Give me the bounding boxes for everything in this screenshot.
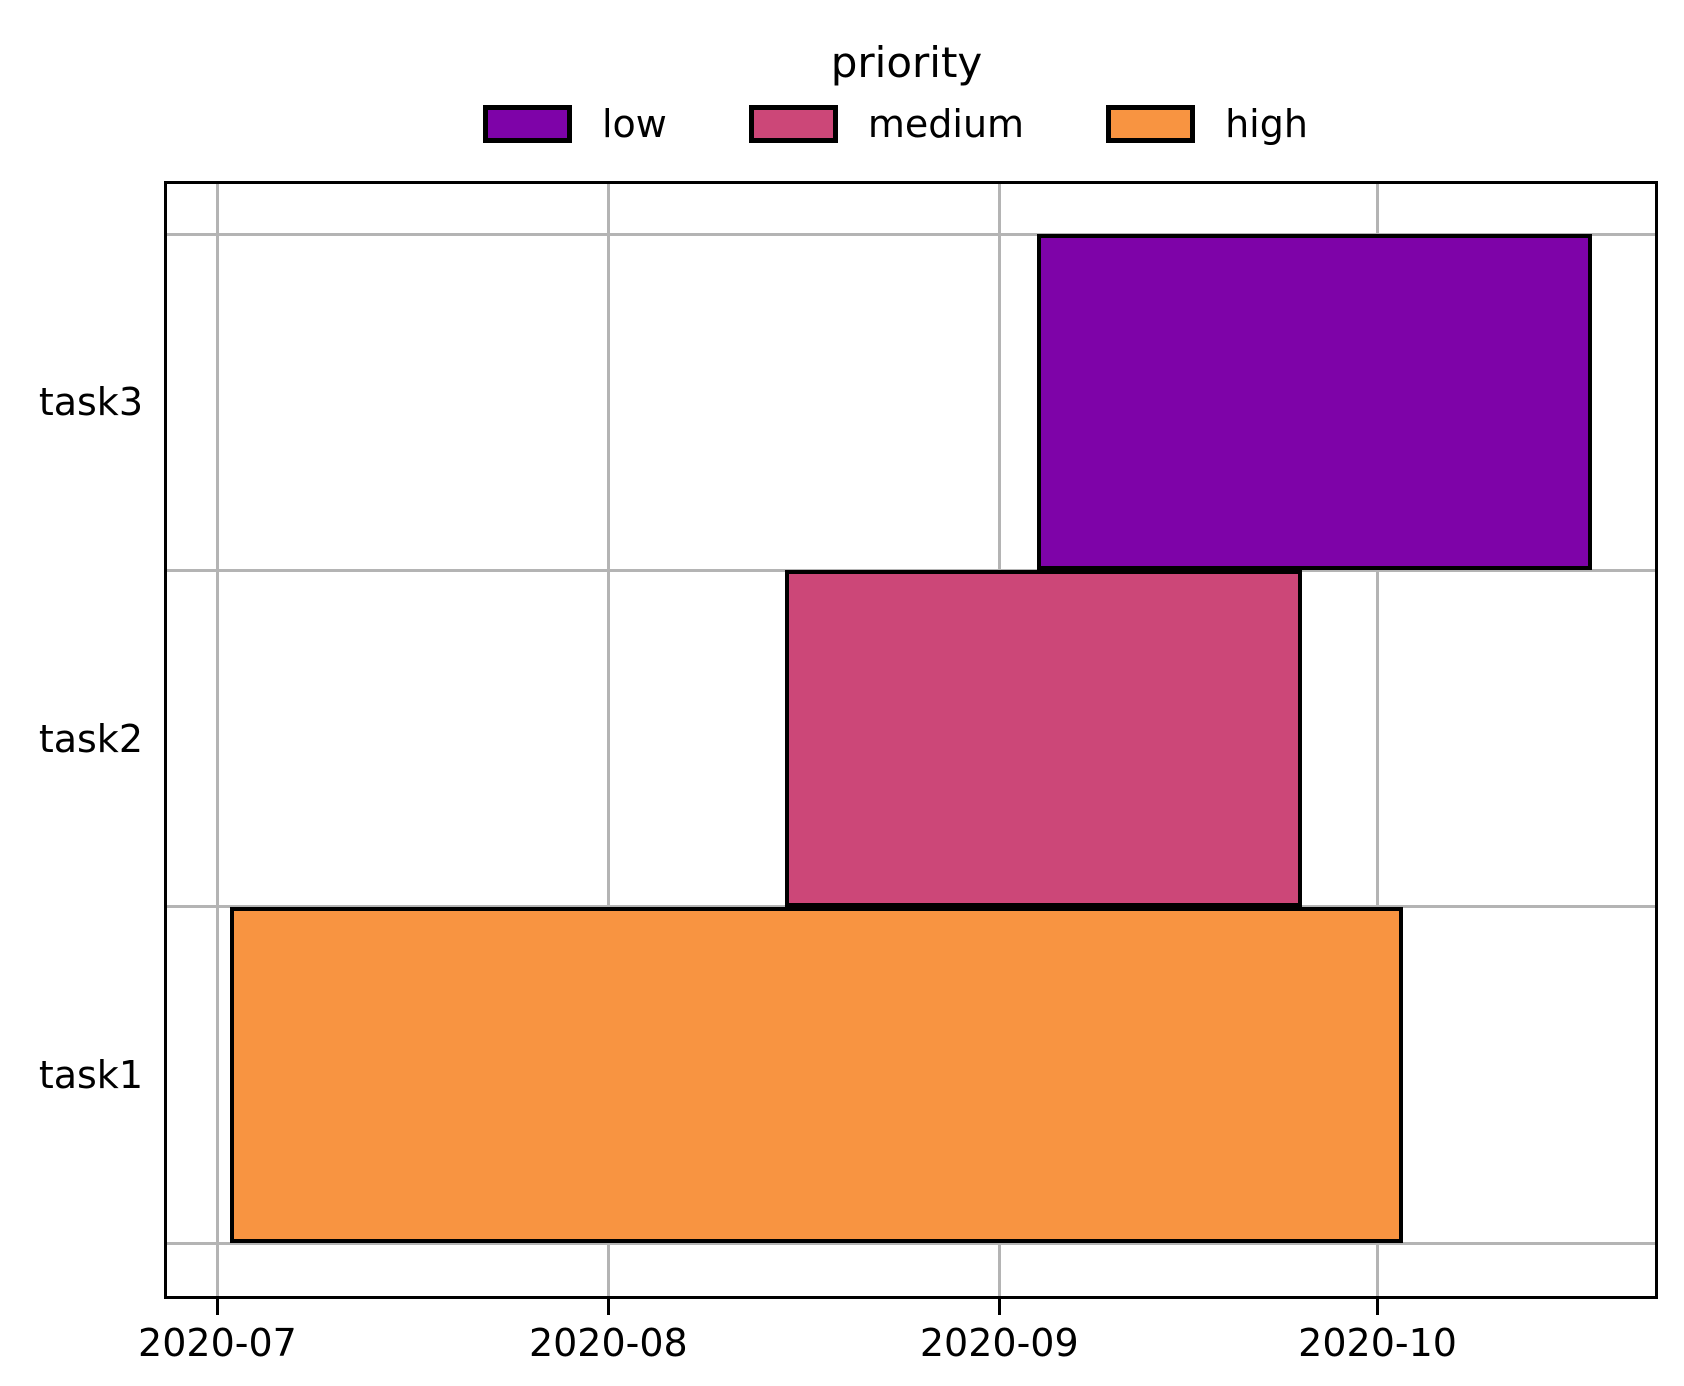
grid-v-line — [606, 184, 610, 1296]
y-axis-label-task3: task3 — [38, 380, 143, 425]
x-tick-label: 2020-09 — [919, 1321, 1079, 1365]
legend-entry: low — [483, 101, 667, 147]
y-axis-label-task1: task1 — [38, 1052, 143, 1097]
x-tick-mark — [606, 1299, 610, 1315]
x-tick-mark — [215, 1299, 219, 1315]
plot-area — [164, 181, 1658, 1299]
legend-swatch-low — [483, 105, 572, 143]
legend-entry-label: high — [1225, 102, 1308, 146]
grid-h-line — [167, 232, 1655, 236]
x-tick-mark — [1376, 1299, 1380, 1315]
x-tick-label: 2020-08 — [528, 1321, 688, 1365]
legend-entry-label: medium — [867, 102, 1025, 146]
x-tick-label: 2020-07 — [138, 1321, 297, 1365]
legend-title: priority — [830, 38, 983, 87]
legend-swatch-medium — [748, 105, 838, 143]
grid-v-line — [215, 184, 219, 1296]
gantt-bar-task1 — [230, 906, 1403, 1243]
grid-h-line — [167, 1241, 1655, 1245]
x-tick-label: 2020-10 — [1298, 1321, 1457, 1365]
gantt-bar-task3 — [1037, 234, 1592, 571]
legend-entry: high — [1106, 101, 1308, 147]
gantt-bar-task2 — [784, 570, 1302, 907]
legend: low medium high — [483, 96, 1308, 152]
legend-swatch-high — [1106, 105, 1196, 143]
y-axis-label-task2: task2 — [38, 716, 143, 761]
grid-v-line — [1376, 184, 1380, 1296]
legend-entry-label: low — [602, 102, 667, 146]
legend-entry: medium — [748, 101, 1025, 147]
x-tick-mark — [997, 1299, 1001, 1315]
